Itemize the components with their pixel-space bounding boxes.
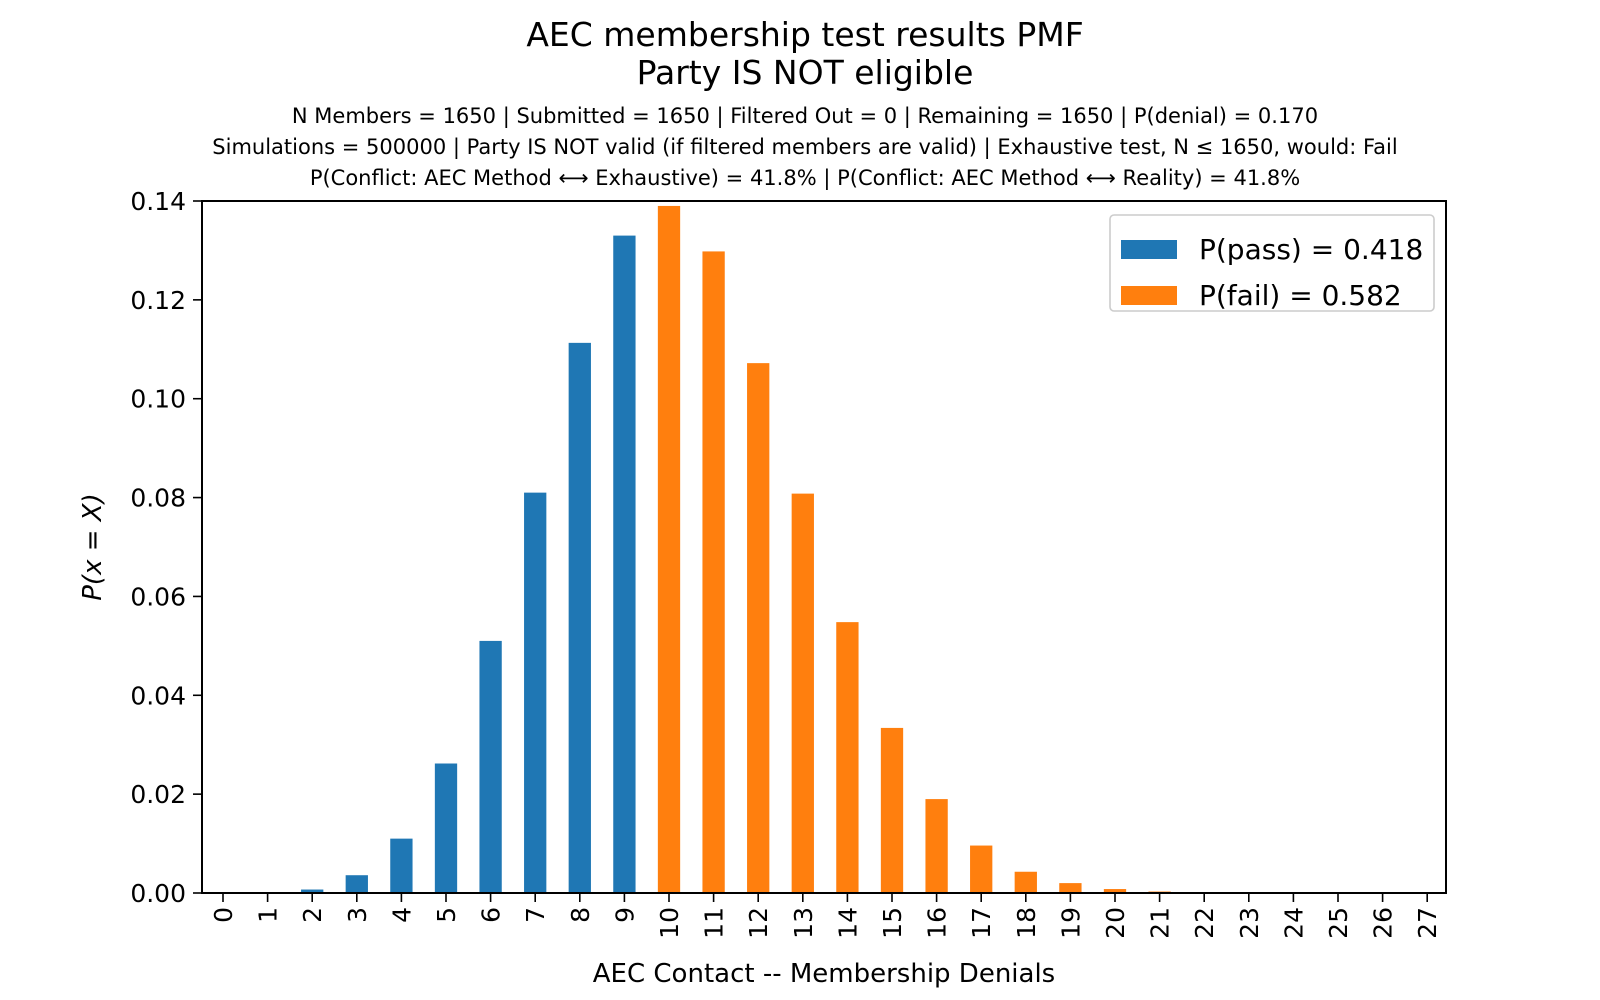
x-tick-label: 2 [298, 907, 327, 923]
legend-swatch-0 [1121, 240, 1177, 259]
bar-series-1-cat-11 [702, 251, 725, 894]
plot-frame [201, 200, 1447, 894]
bar-series-1-cat-17 [970, 845, 993, 893]
bar-series-1-cat-16 [925, 799, 948, 893]
bar-series-0-cat-3 [345, 875, 368, 893]
x-tick-label: 27 [1413, 907, 1442, 939]
x-tick-label: 5 [432, 907, 461, 923]
bar-series-0-cat-7 [524, 492, 547, 893]
x-tick-label: 18 [1012, 907, 1041, 939]
legend-box [1109, 214, 1435, 312]
bar-series-1-cat-10 [657, 205, 681, 893]
y-tick-label: 0.08 [130, 484, 186, 513]
x-tick-label: 13 [789, 907, 818, 939]
bar-series-0-cat-5 [434, 763, 458, 893]
bar-series-0-cat-9 [613, 235, 636, 894]
x-tick-label: 19 [1056, 907, 1085, 939]
x-tick-label: 1 [254, 907, 283, 923]
bar-series-1-cat-14 [836, 622, 859, 893]
x-tick-label: 7 [521, 907, 550, 923]
x-tick-label: 21 [1146, 907, 1175, 939]
bar-series-0-cat-6 [479, 640, 502, 893]
bar-series-1-cat-12 [747, 363, 770, 893]
legend-swatch-1 [1121, 286, 1177, 305]
bars-layer [211, 205, 1305, 894]
x-axis-label: AEC Contact -- Membership Denials [593, 959, 1055, 989]
chart-subtitle-line-2: Simulations = 500000 | Party IS NOT vali… [212, 135, 1397, 160]
legend-label-1: P(fail) = 0.582 [1199, 279, 1402, 312]
x-tick-label: 6 [477, 907, 506, 923]
x-tick-label: 10 [655, 907, 684, 939]
x-tick-label: 8 [566, 907, 595, 923]
y-tick-label: 0.00 [130, 879, 186, 908]
bar-series-1-cat-18 [1014, 871, 1037, 893]
x-tick-label: 11 [700, 907, 729, 939]
chart-subtitle-line-3: P(Conflict: AEC Method ⟷ Exhaustive) = 4… [310, 166, 1300, 191]
x-tick-label: 22 [1190, 907, 1219, 939]
y-tick-label: 0.06 [130, 582, 186, 611]
chart-subtitle-line-1: N Members = 1650 | Submitted = 1650 | Fi… [292, 104, 1318, 129]
x-tick-label: 4 [387, 907, 416, 923]
bar-series-0-cat-4 [390, 838, 413, 893]
x-tick-label: 20 [1101, 907, 1130, 939]
chart-title-line2: Party IS NOT eligible [637, 53, 974, 92]
y-tick-label: 0.12 [130, 286, 186, 315]
legend-label-0: P(pass) = 0.418 [1199, 233, 1423, 266]
x-tick-label: 0 [209, 907, 238, 923]
bar-series-1-cat-15 [880, 727, 904, 893]
bar-series-1-cat-20 [1103, 889, 1127, 893]
x-tick-label: 15 [878, 907, 907, 939]
x-tick-label: 3 [343, 907, 372, 923]
x-tick-label: 16 [923, 907, 952, 939]
bar-series-1-cat-19 [1059, 883, 1082, 893]
bar-series-0-cat-8 [568, 342, 591, 893]
x-tick-label: 23 [1235, 907, 1264, 939]
y-axis: 0.00 0.02 0.04 0.06 0.08 0.10 0.12 0.14 [130, 187, 202, 908]
chart-title: AEC membership test results PMF [526, 15, 1083, 54]
x-tick-label: 25 [1324, 907, 1353, 939]
x-axis: 0 1 2 3 4 5 6 7 8 9 10 11 12 13 14 15 16 17 18 19 20 21 22 23 24… [209, 893, 1442, 939]
x-tick-label: 12 [744, 907, 773, 939]
y-tick-label: 0.04 [130, 681, 186, 710]
x-tick-label: 17 [967, 907, 996, 939]
bar-series-1-cat-13 [791, 493, 814, 893]
y-tick-label: 0.10 [130, 385, 186, 414]
x-tick-label: 9 [610, 907, 639, 923]
x-tick-label: 26 [1369, 907, 1398, 939]
x-tick-label: 14 [833, 907, 862, 939]
y-tick-label: 0.02 [130, 780, 186, 809]
legend: P(pass) = 0.418 P(fail) = 0.582 [1109, 214, 1435, 312]
x-tick-label: 24 [1279, 907, 1308, 939]
y-axis-label: P(x = X) [78, 493, 108, 600]
y-tick-label: 0.14 [130, 187, 186, 216]
bar-series-0-cat-2 [301, 889, 324, 893]
